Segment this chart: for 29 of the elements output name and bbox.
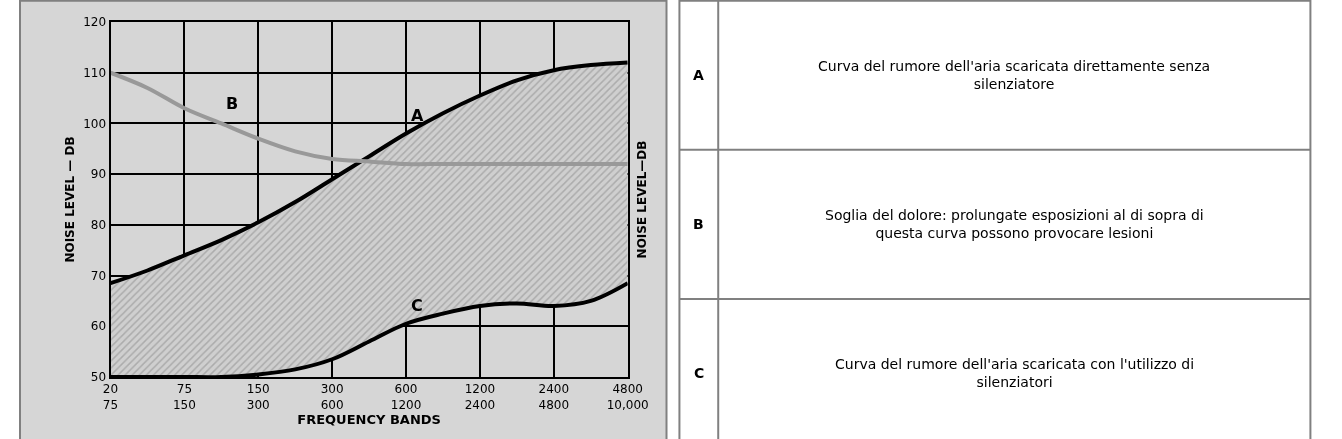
y-axis-title: NOISE LEVEL — DB [63,136,77,263]
line-series [110,70,628,167]
y-tick-label: 90 [90,167,107,182]
x-tick-label: 300 600 [320,382,344,412]
y-tick-label: 100 [83,116,107,131]
text: B [693,216,704,232]
text: C [694,365,705,381]
x-tick-label: 20 75 [102,382,119,412]
y-tick-label: 50 [90,370,107,385]
x-tick-label: 75 150 [172,382,196,412]
series-label: A [411,106,424,125]
x-axis-title: FREQUENCY BANDS [297,412,441,428]
y-tick-label: 80 [90,218,107,233]
x-tick-label: 2400 4800 [538,382,570,412]
y-tick-label: 70 [90,268,107,283]
text: Soglia del dolore: prolungate esposizioni al di sopra di questa curva possono provocare lesioni [825,207,1204,242]
x-tick-label: 600 1200 [390,382,422,412]
y2-axis-title: NOISE LEVEL—DB [635,140,650,259]
y-tick-label: 120 [83,15,107,30]
x-tick-label: 1200 2400 [464,382,496,412]
text: Curva del rumore dell'aria scaricata con l'utilizzo di silenziatori [835,356,1195,391]
x-tick-label: 4800 10,000 [606,382,649,412]
y-tick-label: 60 [90,319,107,334]
x-tick-label: 150 300 [246,382,270,412]
text: Curva del rumore dell'aria scaricata direttamente senza silenziatore [818,58,1211,93]
series-label: C [411,296,423,315]
y-tick-label: 110 [83,65,107,80]
series-label: B [226,94,239,113]
text: A [693,67,704,83]
